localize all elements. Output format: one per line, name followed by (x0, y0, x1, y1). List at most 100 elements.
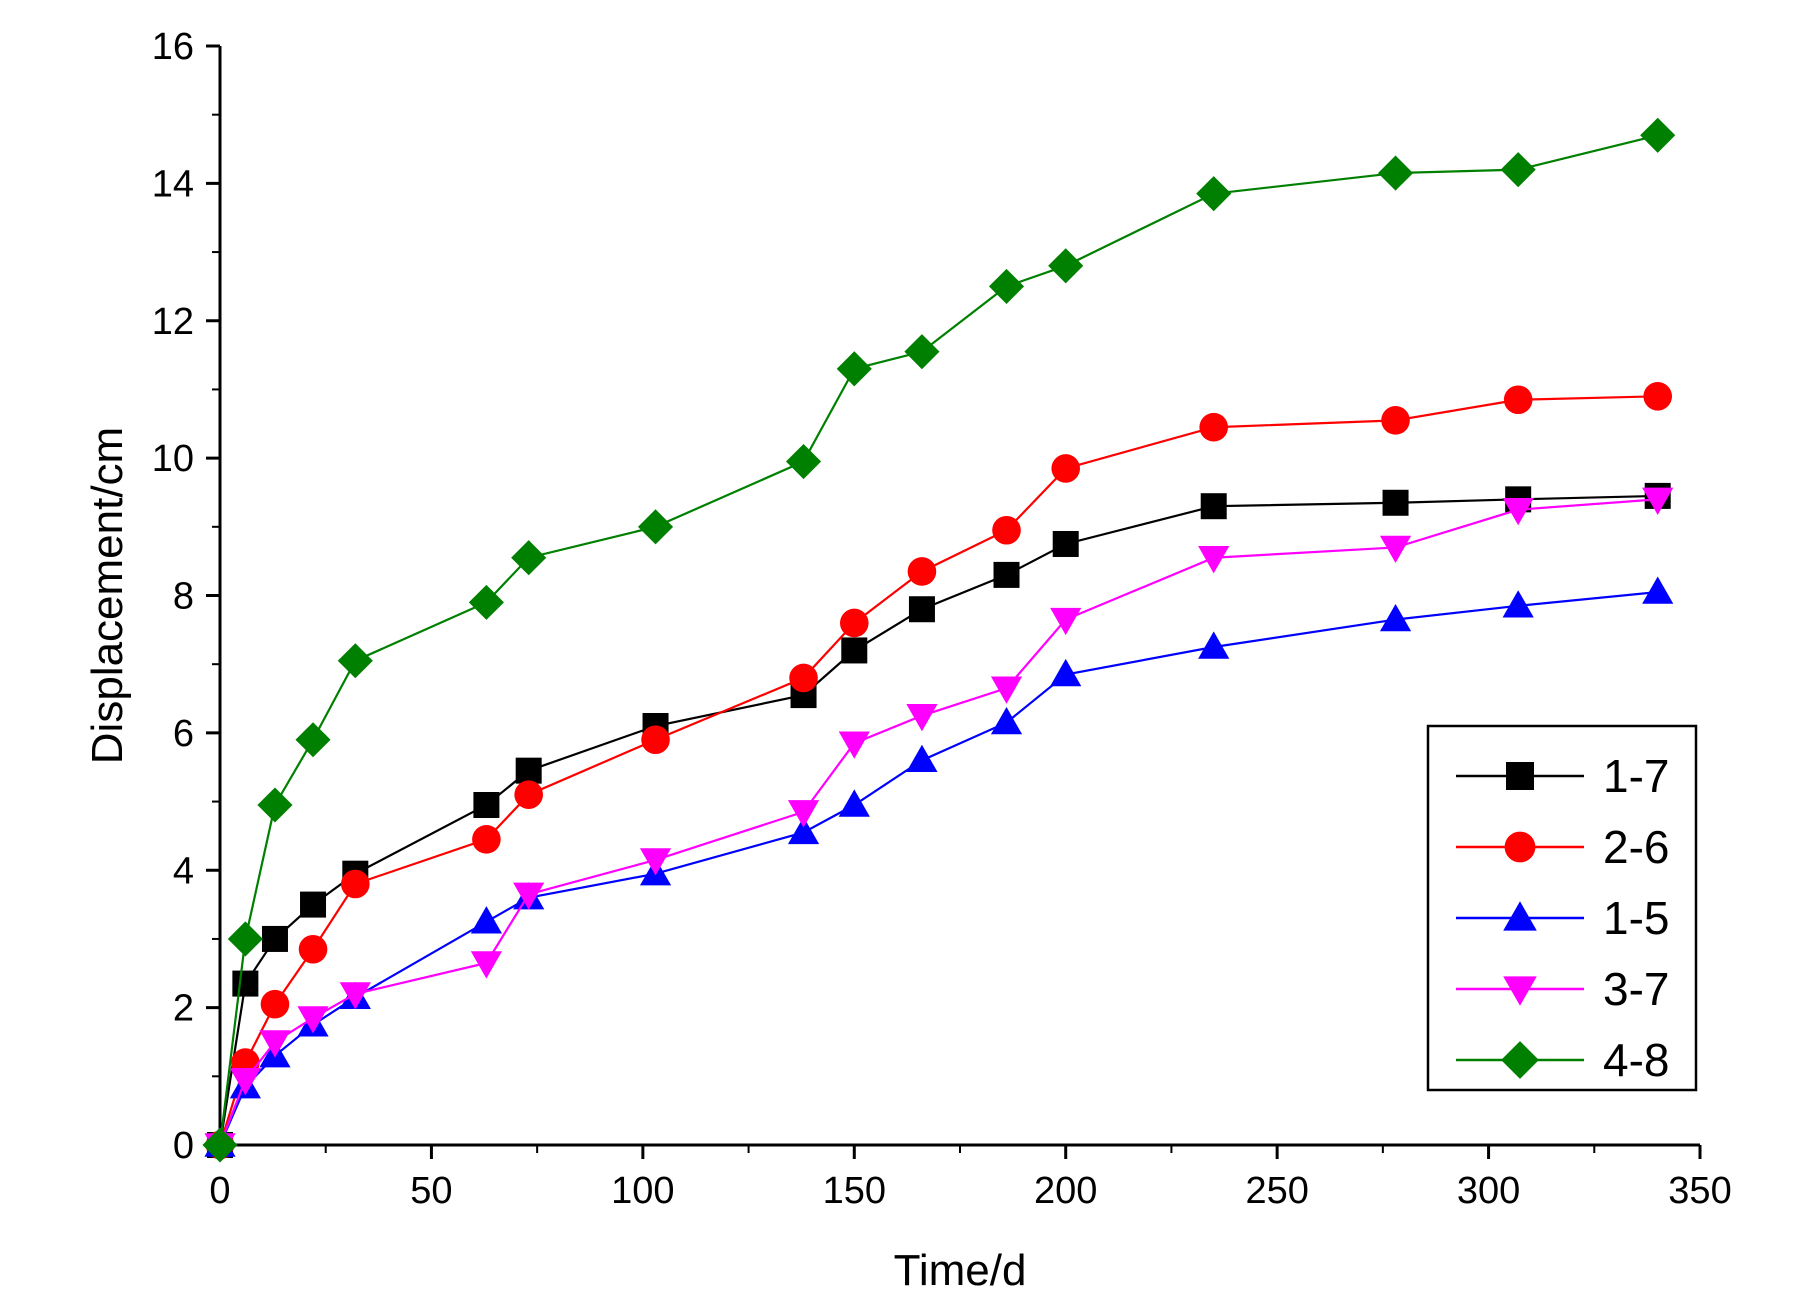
data-point (990, 706, 1023, 735)
x-tick-label: 250 (1245, 1170, 1308, 1212)
legend-marker (1504, 831, 1536, 863)
data-point (261, 925, 288, 952)
y-tick-label: 12 (152, 301, 194, 343)
y-axis-title: Displacement/cm (83, 427, 132, 764)
x-tick-label: 150 (823, 1170, 886, 1212)
legend-marker (1506, 762, 1534, 790)
legend-item-3-7: 3-7 (1456, 963, 1669, 1015)
data-point (906, 704, 938, 732)
data-point (1502, 497, 1534, 526)
data-point (785, 444, 822, 480)
y-tick-label: 2 (173, 988, 194, 1030)
data-point (202, 1127, 238, 1163)
data-point (1050, 658, 1082, 687)
data-point (907, 557, 937, 586)
data-point (1643, 382, 1673, 411)
data-point (904, 334, 940, 370)
legend: 1-7 2-6 1-5 3-7 4-8 (1426, 724, 1698, 1092)
data-point (229, 1068, 261, 1096)
data-point (1377, 155, 1414, 191)
y-tick-label: 6 (173, 713, 194, 755)
y-tick-label: 0 (173, 1125, 194, 1167)
x-tick-label: 100 (611, 1170, 674, 1212)
data-point (1379, 603, 1412, 632)
data-point (1052, 530, 1079, 557)
data-point (1050, 607, 1082, 636)
data-point (227, 921, 263, 957)
data-point (470, 906, 502, 934)
data-point (1198, 546, 1230, 574)
legend-marker (1503, 901, 1537, 931)
data-point (470, 951, 502, 979)
data-point (841, 637, 868, 664)
data-point (341, 869, 370, 899)
x-tick-label: 350 (1668, 1170, 1731, 1212)
data-point (1379, 535, 1412, 564)
data-point (473, 791, 500, 818)
legend-item-4-8: 4-8 (1456, 1034, 1669, 1086)
data-point (839, 608, 869, 638)
legend-marker (1501, 1041, 1539, 1079)
legend-item-1-5: 1-5 (1456, 892, 1669, 944)
data-point (992, 515, 1021, 545)
data-point (257, 787, 293, 823)
data-point (908, 596, 935, 623)
legend-label: 1-7 (1603, 750, 1669, 802)
series-4-8 (202, 117, 1676, 1163)
data-point (511, 540, 547, 576)
data-point (641, 725, 670, 755)
x-tick-label: 50 (410, 1170, 452, 1212)
data-point (1642, 576, 1674, 604)
data-point (337, 643, 373, 679)
legend-label: 3-7 (1603, 963, 1669, 1015)
legend-item-1-7: 1-7 (1456, 750, 1669, 802)
legend-label: 2-6 (1603, 821, 1669, 873)
data-point (838, 731, 870, 759)
data-point (990, 676, 1023, 704)
y-tick-label: 10 (152, 438, 194, 480)
data-point (339, 982, 371, 1010)
data-point (906, 744, 938, 773)
data-point (1381, 406, 1410, 435)
data-point (988, 268, 1025, 304)
x-tick-label: 200 (1034, 1170, 1097, 1212)
data-point (993, 561, 1020, 588)
series-layer (202, 117, 1676, 1163)
legend-marker (1503, 976, 1537, 1006)
data-point (298, 934, 328, 964)
data-point (295, 722, 331, 758)
data-point (515, 757, 542, 784)
y-tick-label: 4 (173, 850, 194, 892)
data-point (836, 351, 872, 387)
data-point (1500, 152, 1536, 188)
data-point (1640, 117, 1676, 153)
data-point (259, 1030, 291, 1058)
data-point (260, 989, 290, 1019)
data-point (1503, 385, 1533, 415)
data-point (300, 891, 327, 918)
data-point (297, 1006, 329, 1034)
legend-label: 4-8 (1603, 1034, 1669, 1086)
data-point (838, 789, 870, 817)
data-point (513, 882, 545, 910)
y-tick-label: 8 (173, 576, 194, 618)
data-point (787, 800, 820, 828)
legend-item-2-6: 2-6 (1456, 821, 1669, 873)
legend-label: 1-5 (1603, 892, 1669, 944)
data-point (1502, 590, 1534, 618)
data-point (468, 584, 504, 620)
data-point (1382, 489, 1409, 516)
data-point (1048, 248, 1084, 284)
data-point (1199, 412, 1229, 442)
data-point (637, 509, 674, 545)
data-point (1198, 631, 1230, 659)
data-point (1200, 493, 1227, 520)
data-point (639, 848, 672, 876)
data-point (472, 825, 501, 854)
legend-box (1426, 724, 1698, 1092)
axes: 0 50 100 150 200 250 300 350 0 2 4 6 8 10 12 14 16 (152, 26, 1732, 1212)
series-2-6 (205, 382, 1673, 1160)
y-tick-label: 16 (152, 26, 194, 68)
